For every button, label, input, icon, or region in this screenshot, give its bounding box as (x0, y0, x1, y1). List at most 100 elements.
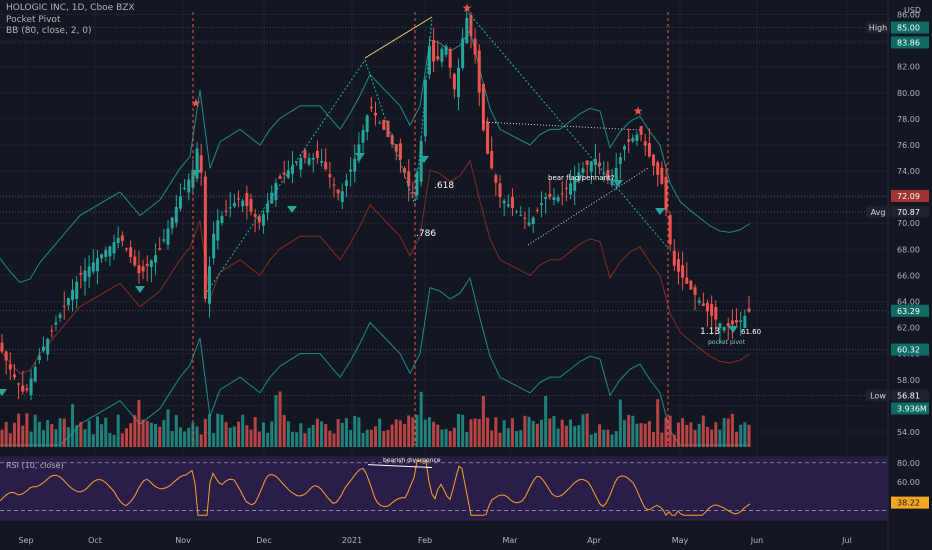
candle-body (257, 216, 261, 223)
candle-body (448, 49, 452, 68)
candle-body (676, 259, 680, 272)
candle-body (419, 141, 423, 182)
volume-bar (457, 414, 460, 447)
volume-bar (137, 399, 141, 447)
volume-bar (660, 432, 664, 447)
volume-bar (602, 429, 606, 447)
star-marker: ★ (633, 104, 644, 118)
volume-bar (170, 430, 174, 447)
candle-body (481, 83, 485, 131)
volume-bar (141, 419, 145, 447)
candle-body (266, 203, 270, 213)
volume-bar (353, 415, 357, 447)
time-axis: Sep Oct Nov Dec 2021 Feb Mar Apr May Jun Jul (18, 536, 851, 545)
volume-bar (291, 431, 294, 447)
volume-bar (552, 416, 556, 447)
candle-body (502, 200, 506, 204)
volume-bar (411, 417, 415, 447)
pivot-triangle (613, 180, 623, 187)
candle-body (747, 308, 751, 312)
volume-bar (344, 418, 348, 447)
candle-body (116, 238, 120, 243)
volume-bar (199, 434, 203, 447)
candle-body (261, 214, 265, 226)
volume-bar (183, 431, 187, 447)
volume-bar (652, 431, 656, 447)
candle-body (104, 250, 108, 257)
candle-body (652, 154, 656, 166)
volume-bar (461, 414, 465, 447)
volume-bar (710, 429, 714, 447)
candle-body (382, 119, 386, 130)
volume-bar (714, 422, 718, 447)
volume-bar (66, 427, 70, 447)
volume-bar (162, 420, 166, 447)
rsi-tick-label: 60.00 (897, 478, 920, 487)
rsi-legend[interactable]: RSI (10, close) (6, 461, 64, 470)
candle-body (324, 161, 328, 170)
volume-bar (282, 414, 286, 447)
volume-bar (668, 415, 672, 447)
volume-bar (232, 426, 236, 447)
x-tick-label: Mar (502, 536, 518, 545)
bb-legend[interactable]: BB (80, close, 2, 0) (6, 26, 92, 36)
pocket-pivot-legend[interactable]: Pocket Pivot (6, 15, 61, 25)
candle-body (706, 302, 709, 312)
volume-bar (635, 423, 639, 447)
volume-bar (403, 423, 407, 447)
volume-bar (706, 426, 709, 447)
price-badge-value: 70.87 (897, 208, 920, 217)
volume-bar (573, 426, 577, 447)
candle-body (220, 215, 224, 224)
candle-body (112, 242, 116, 254)
candle-body (46, 338, 50, 355)
volume-bar (743, 422, 747, 447)
volume-bar (473, 418, 477, 447)
candle-body (249, 198, 253, 212)
candle-body (54, 322, 58, 325)
candle-body (685, 277, 689, 284)
candle-body (560, 193, 564, 195)
volume-bar (224, 422, 228, 447)
drawings: ★ ★ ★ .618 .786 bear flag/pennant? 1.13 61.60 po… (0, 1, 761, 464)
volume-bar (178, 427, 182, 447)
candle-body (199, 155, 203, 173)
volume-bar (228, 427, 232, 447)
volume-bar (382, 430, 386, 447)
volume-bar (398, 420, 402, 447)
volume-bar (631, 415, 635, 447)
candle-body (564, 187, 568, 189)
price-badge-label-bg (866, 205, 890, 218)
candle-body (33, 367, 37, 382)
price-badge (891, 402, 929, 415)
volume-bar (349, 429, 353, 447)
volume-bar (374, 426, 377, 447)
volume-bar (245, 425, 249, 447)
candle-body (149, 260, 153, 268)
candle-body (606, 170, 610, 181)
candle-body (726, 323, 730, 327)
volume-bar (278, 391, 282, 447)
volume-bar (618, 399, 622, 447)
volume-bar (676, 422, 680, 447)
candle-body (506, 204, 510, 207)
candle-body (145, 263, 149, 266)
candle-body (490, 150, 494, 169)
x-tick-label: 2021 (342, 536, 362, 545)
candle-body (498, 183, 502, 198)
pivot-triangle (355, 153, 365, 160)
candle-body (253, 214, 257, 217)
pivot-triangle (287, 206, 297, 213)
rsi-panel (0, 460, 888, 517)
candle-body (212, 233, 216, 259)
candle-body (469, 15, 473, 37)
candle-body (299, 158, 303, 170)
y-tick-label: 78.00 (897, 115, 920, 124)
candle-body (743, 316, 747, 328)
x-tick-label: May (672, 536, 689, 545)
candle-body (357, 144, 361, 161)
volume-bar (12, 422, 16, 447)
candle-body (573, 177, 577, 191)
price-badge (891, 189, 929, 202)
volume-bar (544, 395, 548, 447)
